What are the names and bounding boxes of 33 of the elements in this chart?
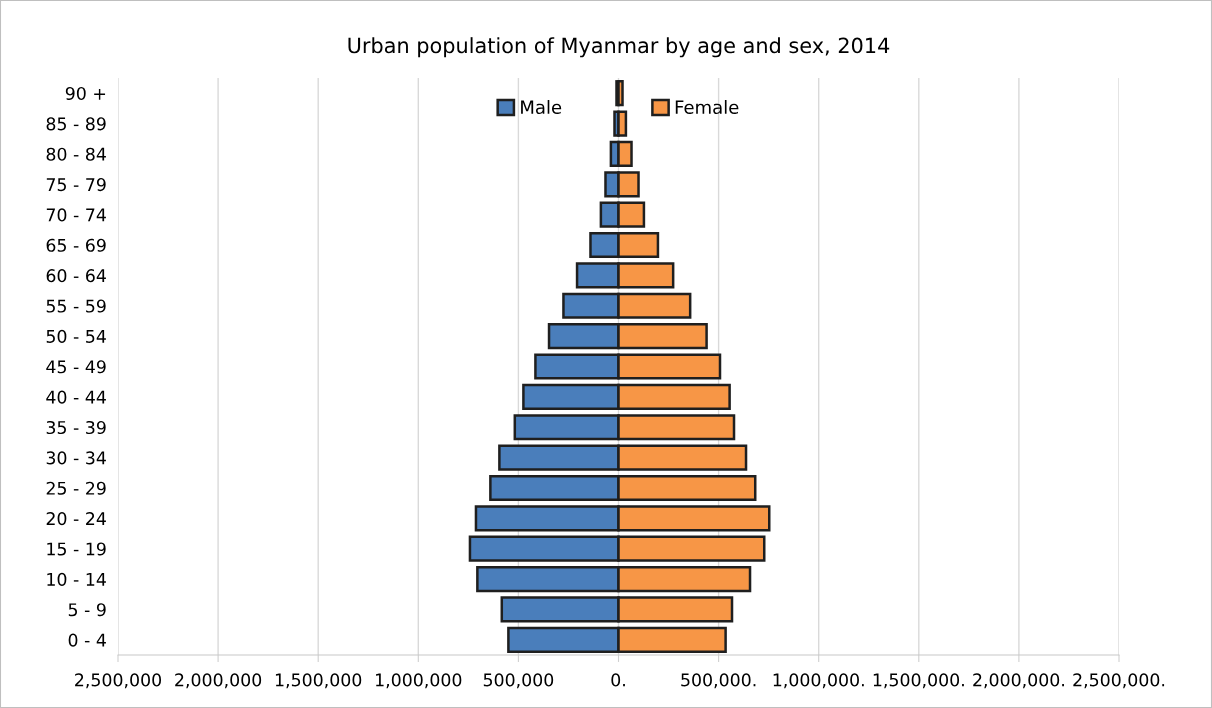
y-tick-label: 20 - 24 xyxy=(46,512,106,526)
x-tick-label: 1,500,000. xyxy=(873,673,964,689)
y-tick-label: 75 - 79 xyxy=(46,178,106,192)
x-tick-label: 2,500,000. xyxy=(1073,673,1165,689)
x-tick-label: 2,500,000 xyxy=(75,673,162,689)
x-tick-label: 0. xyxy=(611,673,625,687)
x-tick-label: 2,000,000. xyxy=(973,673,1064,689)
x-tick-label: 500,000. xyxy=(681,673,756,689)
x-tick-label: 1,000,000. xyxy=(773,673,864,689)
y-tick-label: 35 - 39 xyxy=(46,420,106,435)
y-tick-label: 5 - 9 xyxy=(68,603,106,617)
y-tick-label: 60 - 64 xyxy=(46,269,106,283)
chart-title: Urban population of Myanmar by age and sex, 2014 xyxy=(348,37,890,58)
y-tick-label: 25 - 29 xyxy=(46,481,106,495)
y-tick-label: 85 - 89 xyxy=(46,117,106,131)
y-tick-label: 0 - 4 xyxy=(68,633,106,647)
y-tick-label: 65 - 69 xyxy=(46,238,106,252)
y-tick-label: 50 - 54 xyxy=(46,329,106,343)
y-tick-label: 90 + xyxy=(65,86,106,101)
legend-label: Female xyxy=(675,100,739,114)
legend-label: Male xyxy=(521,100,562,114)
x-tick-label: 1,500,000 xyxy=(275,673,362,689)
x-tick-label: 2,000,000 xyxy=(175,673,262,689)
x-tick-label: 1,000,000 xyxy=(376,673,462,689)
y-tick-label: 30 - 34 xyxy=(46,451,106,465)
y-tick-label: 70 - 74 xyxy=(46,208,106,222)
y-tick-label: 15 - 19 xyxy=(47,542,106,556)
y-tick-label: 45 - 49 xyxy=(46,360,106,374)
y-tick-label: 40 - 44 xyxy=(46,390,106,404)
y-tick-label: 55 - 59 xyxy=(46,299,106,313)
x-tick-label: 500,000 xyxy=(483,673,554,689)
y-tick-label: 10 - 14 xyxy=(47,572,106,586)
y-tick-label: 80 - 84 xyxy=(46,147,106,161)
